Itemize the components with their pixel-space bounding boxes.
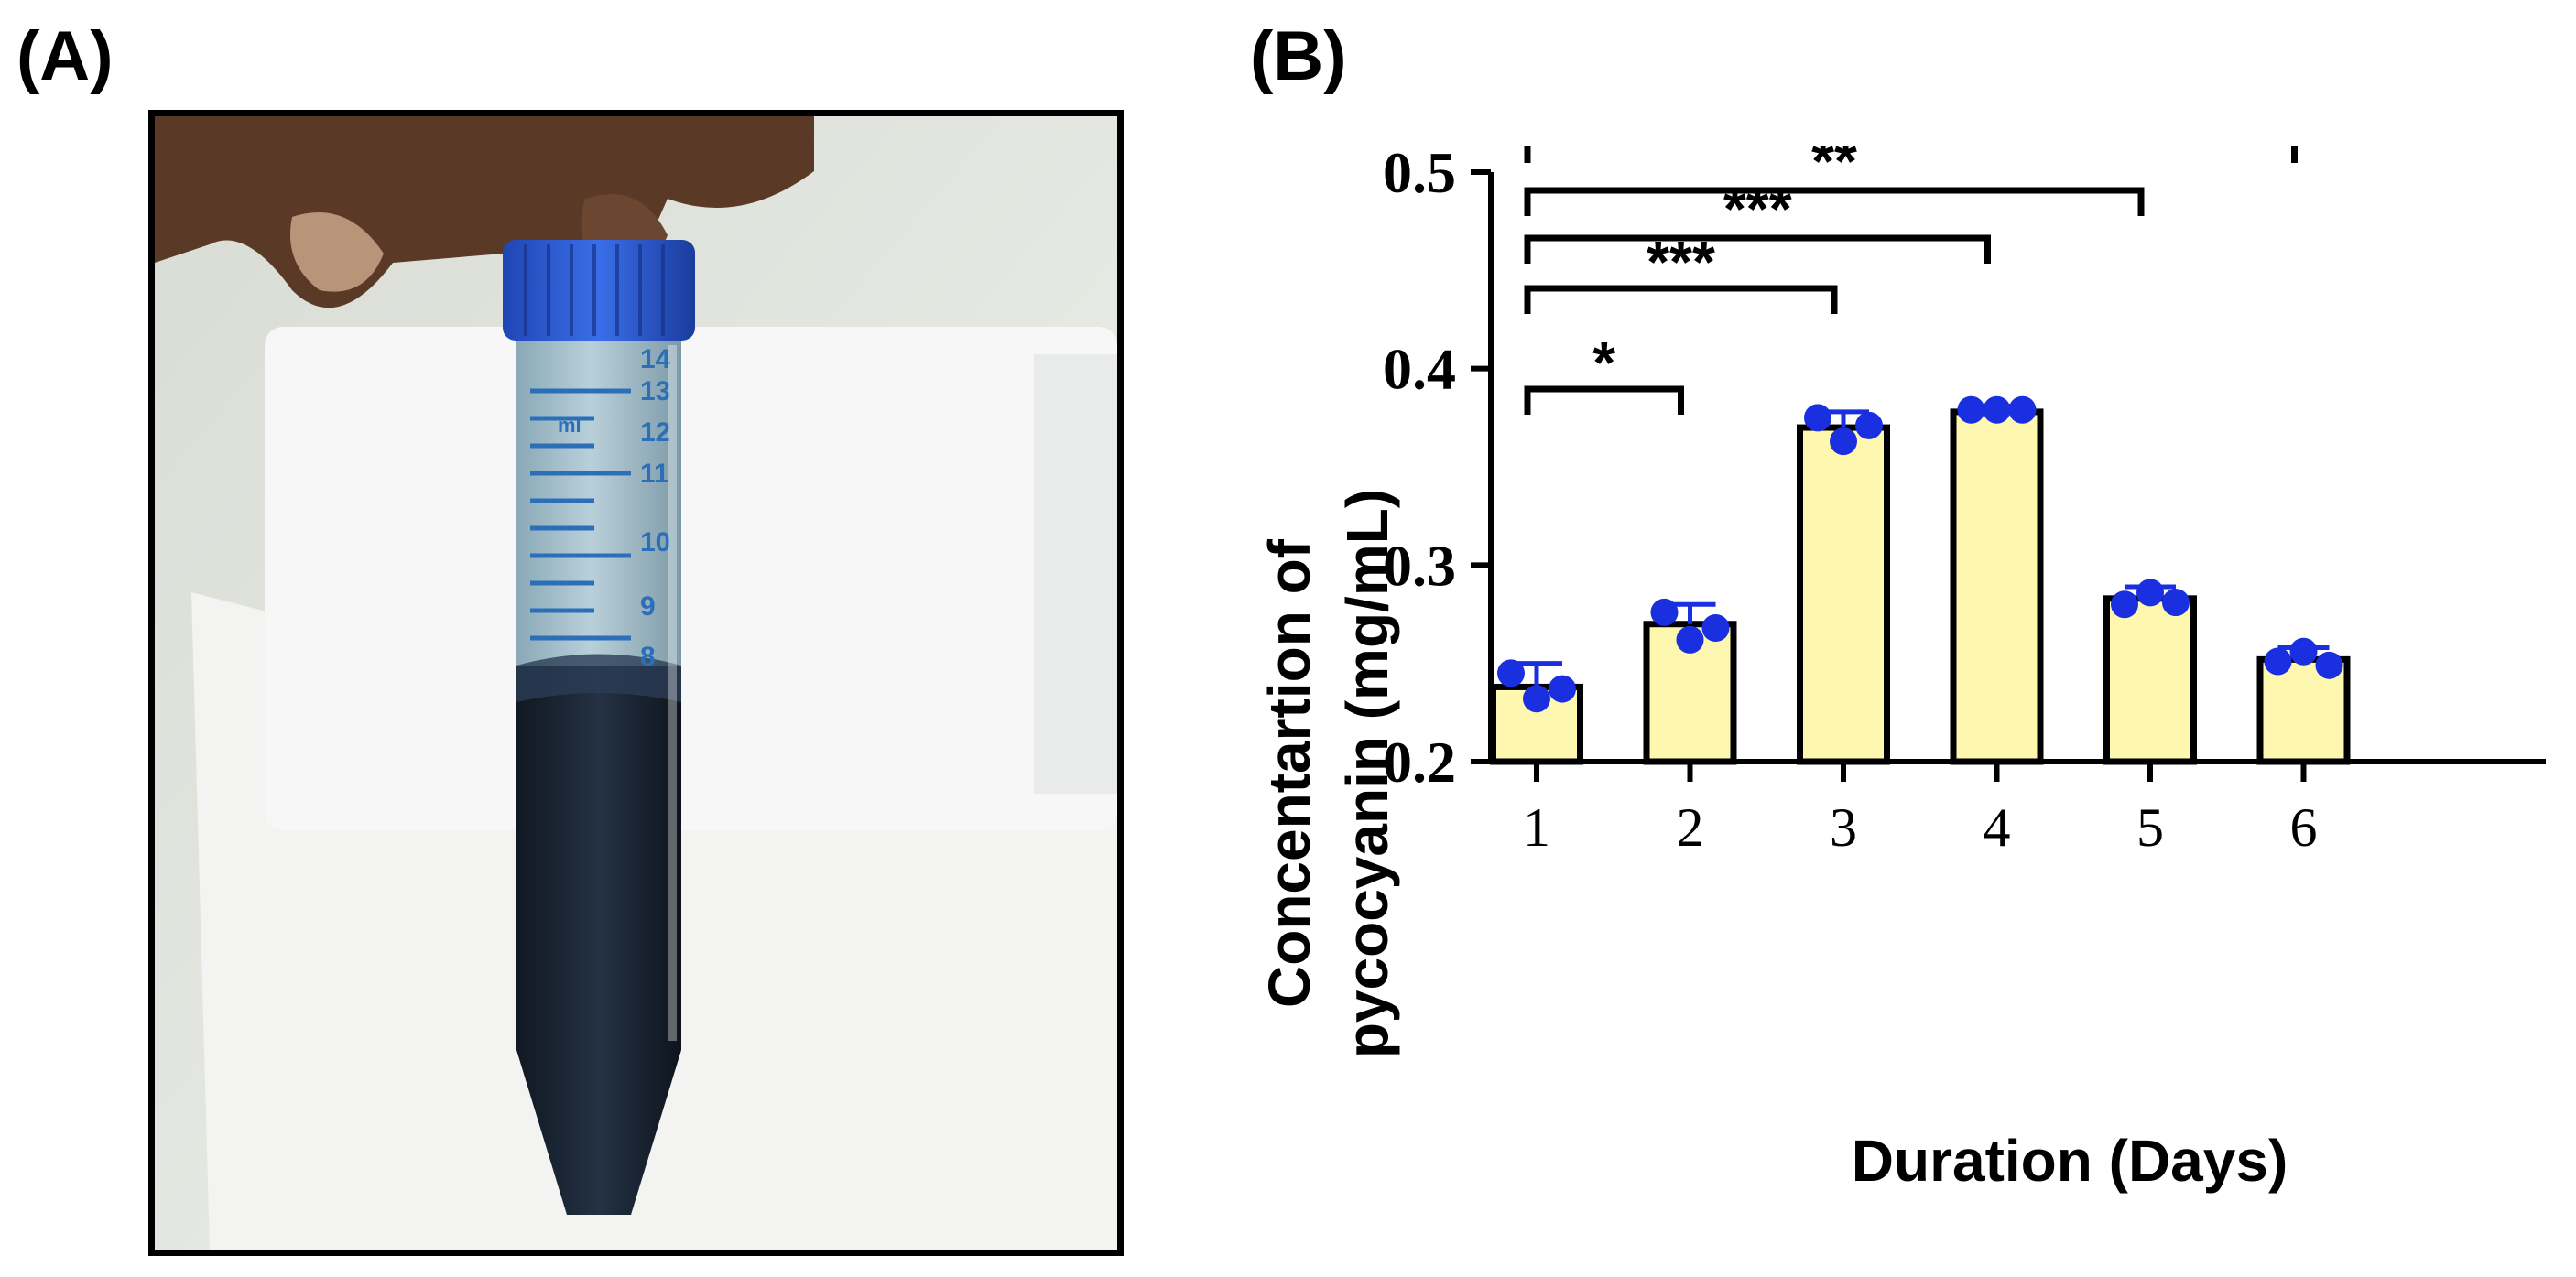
tube-photograph: 14 13 12 11 10 9 8 ml — [148, 110, 1124, 1256]
data-points — [1497, 395, 2343, 713]
scale-label-14: 14 — [640, 344, 671, 374]
data-point — [1983, 395, 2011, 424]
y-axis-title-line2: pycocyanin (mg/mL) — [1334, 489, 1400, 1058]
significance-bracket — [1524, 187, 2145, 216]
x-tick-label: 6 — [2290, 797, 2318, 858]
significance-label: ** — [1811, 146, 1857, 194]
data-point — [2162, 589, 2190, 617]
bars — [1490, 403, 2351, 765]
significance-bracket — [1524, 134, 2298, 163]
x-axis-title: Duration (Days) — [1852, 1128, 2288, 1194]
scale-label-12: 12 — [640, 417, 670, 448]
data-point — [2315, 651, 2343, 679]
scale-label-9: 9 — [640, 591, 656, 622]
data-point — [1676, 625, 1704, 654]
significance-label: *** — [1723, 176, 1792, 242]
y-tick-label: 0.4 — [1383, 337, 1456, 402]
y-axis-title-line1: Concentartion of — [1256, 538, 1322, 1008]
tube-cap — [503, 240, 695, 341]
bar-day-4 — [1950, 408, 2044, 765]
bar-day-5 — [2103, 595, 2197, 765]
x-tick-label: 1 — [1523, 797, 1550, 858]
scale-label-13: 13 — [640, 376, 670, 406]
data-point — [1497, 659, 1525, 687]
bar-day-3 — [1797, 424, 1890, 765]
x-tick-label: 5 — [2136, 797, 2164, 858]
data-point — [2136, 579, 2164, 607]
significance-bracket — [1524, 385, 1684, 415]
y-tick-label: 0.3 — [1383, 533, 1456, 598]
data-point — [1650, 598, 1679, 626]
data-point — [1855, 411, 1883, 439]
tube-body — [516, 336, 681, 757]
scale-label-10: 10 — [640, 527, 670, 557]
x-tick-label: 3 — [1830, 797, 1857, 858]
data-point — [2111, 590, 2138, 619]
scale-label-8: 8 — [640, 642, 656, 672]
data-point — [1523, 685, 1550, 713]
x-tick-label: 2 — [1677, 797, 1704, 858]
data-point — [1957, 395, 1985, 424]
y-tick-label: 0.2 — [1383, 730, 1456, 795]
panel-a-label: (A) — [16, 17, 114, 95]
data-point — [1701, 614, 1730, 643]
data-point — [1804, 404, 1831, 432]
tube-scale-marks — [530, 388, 631, 641]
significance-bracket — [1524, 234, 1991, 264]
data-point — [2264, 647, 2292, 676]
data-point — [2008, 395, 2037, 424]
tube-liquid — [516, 666, 681, 1215]
data-point — [1830, 427, 1857, 456]
fingernail — [290, 212, 384, 292]
background-cylinder — [265, 327, 1117, 830]
y-tick-label: 0.5 — [1383, 146, 1456, 205]
panel-b-label: (B) — [1250, 17, 1347, 95]
x-tick-label: 4 — [1984, 797, 2011, 858]
significance-brackets: *********ns(p=0.058) — [1524, 74, 2298, 415]
significance-label: * — [1592, 330, 1615, 395]
data-point — [1549, 675, 1576, 703]
scale-label-11: 11 — [640, 459, 669, 489]
significance-bracket — [1524, 285, 1838, 314]
scale-unit-label: ml — [558, 414, 582, 437]
data-point — [2289, 637, 2318, 666]
